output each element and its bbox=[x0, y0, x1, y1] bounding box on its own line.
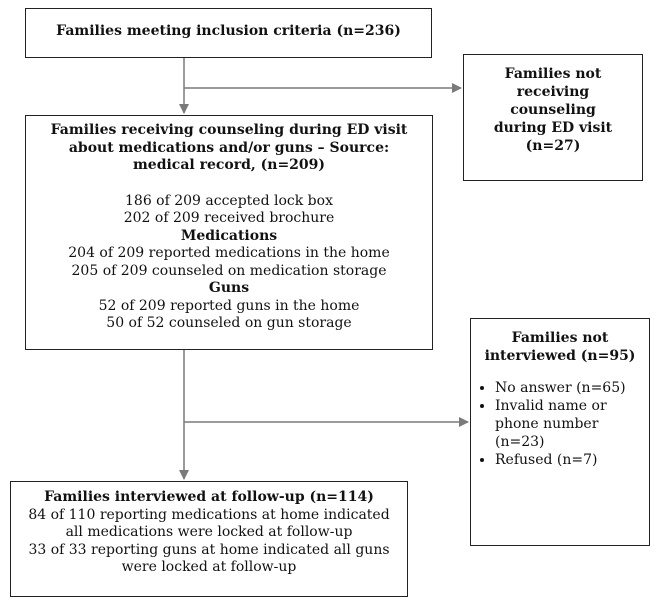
guns-heading: Guns bbox=[208, 280, 250, 296]
reason-line: (n=23) bbox=[495, 434, 545, 450]
interviewed-line: 33 of 33 reporting guns at home indicate… bbox=[28, 541, 390, 558]
not-interviewed-title-line: interviewed (n=95) bbox=[484, 348, 636, 364]
not-interviewed-title-line: Families not bbox=[511, 330, 609, 346]
inclusion-title: Families meeting inclusion criteria (n=2… bbox=[56, 23, 401, 39]
interviewed-line: all medications were locked at follow-up bbox=[65, 524, 353, 540]
guns-line: 52 of 209 reported guns in the home bbox=[98, 297, 360, 314]
medications-line: 205 of 209 counseled on medication stora… bbox=[71, 262, 387, 279]
interviewed-title: Families interviewed at follow-up (n=114… bbox=[44, 489, 374, 505]
box-counseled: Families receiving counseling during ED … bbox=[25, 115, 433, 350]
reason-line: No answer (n=65) bbox=[495, 380, 626, 396]
reason-line: phone number bbox=[495, 416, 599, 432]
box-not-interviewed: Families not interviewed (n=95) No answe… bbox=[470, 318, 650, 546]
not-counseled-title-line: Families not bbox=[504, 66, 602, 82]
not-counseled-title-line: counseling bbox=[510, 102, 596, 118]
interviewed-line: 84 of 110 reporting medications at home … bbox=[28, 506, 390, 523]
reason-item: Invalid name or phone number (n=23) bbox=[495, 397, 643, 451]
guns-line: 50 of 52 counseled on gun storage bbox=[106, 315, 352, 331]
medications-heading: Medications bbox=[180, 227, 278, 244]
box-inclusion: Families meeting inclusion criteria (n=2… bbox=[25, 8, 432, 58]
not-counseled-title-line: receiving bbox=[516, 84, 590, 100]
interviewed-line: were locked at follow-up bbox=[121, 559, 297, 575]
not-counseled-title-line: (n=27) bbox=[525, 138, 581, 154]
box-not-counseled: Families not receiving counseling during… bbox=[463, 54, 643, 181]
counseled-title-line: medical record, (n=209) bbox=[132, 157, 326, 173]
counseled-title-line: Families receiving counseling during ED … bbox=[50, 122, 408, 138]
reason-line: Refused (n=7) bbox=[495, 452, 598, 468]
reason-item: Refused (n=7) bbox=[495, 451, 643, 469]
box-interviewed: Families interviewed at follow-up (n=114… bbox=[10, 481, 408, 597]
not-interviewed-reasons: No answer (n=65) Invalid name or phone n… bbox=[471, 379, 649, 469]
medications-line: 204 of 209 reported medications in the h… bbox=[68, 245, 390, 261]
counseled-general-line: 186 of 209 accepted lock box bbox=[125, 192, 333, 209]
counseled-general-line: 202 of 209 received brochure bbox=[123, 210, 335, 226]
reason-item: No answer (n=65) bbox=[495, 379, 643, 397]
reason-line: Invalid name or bbox=[495, 398, 607, 414]
counseled-title-line: about medications and/or guns – Source: bbox=[68, 139, 390, 156]
not-counseled-title-line: during ED visit bbox=[493, 120, 613, 136]
